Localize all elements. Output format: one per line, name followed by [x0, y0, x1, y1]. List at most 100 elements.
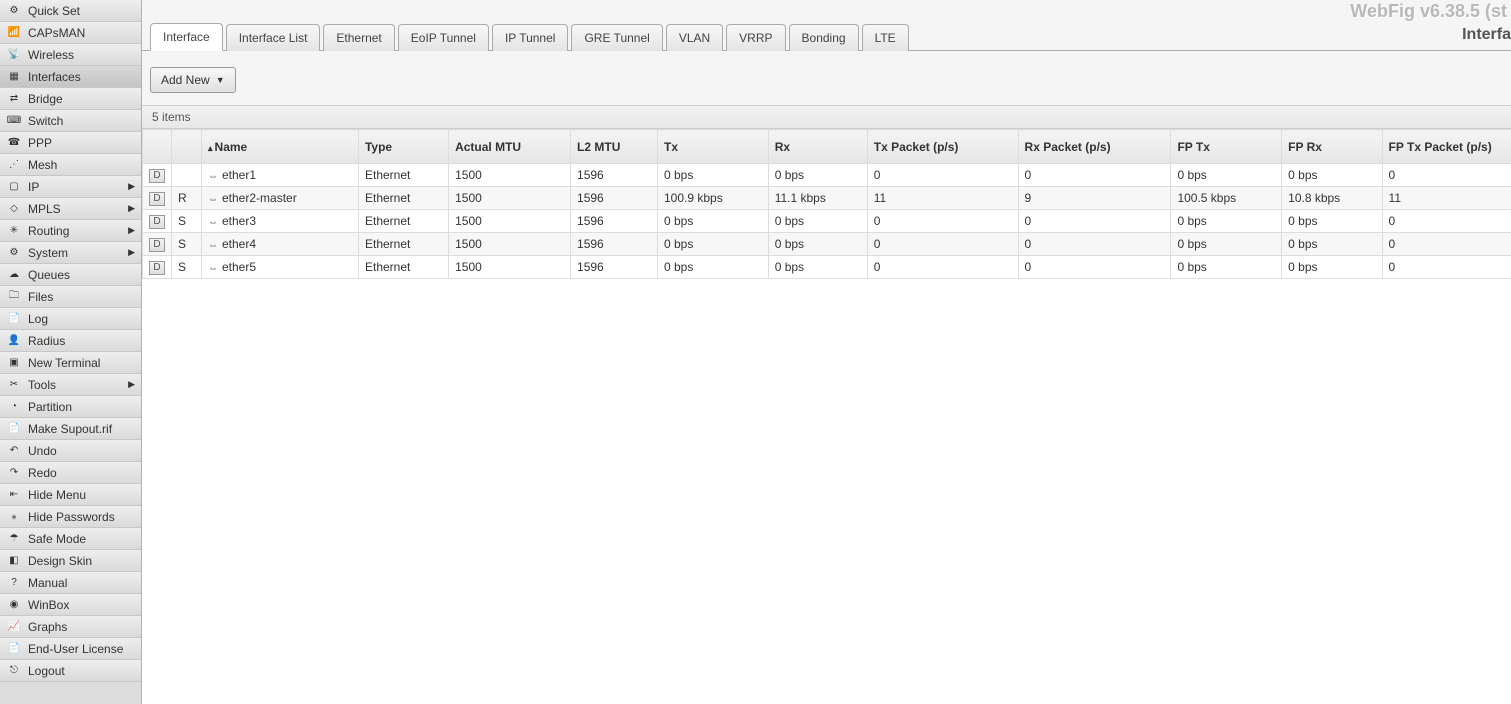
col-header[interactable]: Actual MTU	[449, 130, 571, 164]
col-header[interactable]	[143, 130, 172, 164]
sidebar-item-tools[interactable]: ✂Tools▶	[0, 374, 141, 396]
cell: 0	[1018, 164, 1171, 187]
col-header[interactable]: FP Tx Packet (p/s)	[1382, 130, 1511, 164]
col-header[interactable]: Type	[358, 130, 448, 164]
sidebar-item-logout[interactable]: ⎋Logout	[0, 660, 141, 682]
col-header[interactable]: Tx Packet (p/s)	[867, 130, 1018, 164]
sidebar-item-manual[interactable]: ?Manual	[0, 572, 141, 594]
sidebar-item-hide-passwords[interactable]: ⁎Hide Passwords	[0, 506, 141, 528]
sidebar-item-switch[interactable]: ⌨Switch	[0, 110, 141, 132]
sidebar-item-queues[interactable]: ☁Queues	[0, 264, 141, 286]
interface-icon: ⇔	[208, 240, 218, 251]
col-label: Rx	[775, 140, 790, 154]
sidebar-item-partition[interactable]: ◔Partition	[0, 396, 141, 418]
table-row[interactable]: DS⇔ether5Ethernet150015960 bps0 bps000 b…	[143, 256, 1511, 279]
tab-interface-list[interactable]: Interface List	[226, 24, 321, 51]
add-new-button[interactable]: Add New ▼	[150, 67, 236, 93]
sidebar-item-hide-menu[interactable]: ⇤ Hide Menu	[0, 484, 141, 506]
col-header[interactable]: FP Tx	[1171, 130, 1282, 164]
sidebar-item-files[interactable]: 🗀Files	[0, 286, 141, 308]
sidebar-item-interfaces[interactable]: ▦Interfaces	[0, 66, 141, 88]
menu-icon: ◇	[6, 201, 22, 217]
cell: 11	[867, 187, 1018, 210]
detail-button[interactable]: D	[149, 192, 165, 206]
sidebar-item-mesh[interactable]: ⋰Mesh	[0, 154, 141, 176]
col-label: Rx Packet (p/s)	[1025, 140, 1111, 154]
sidebar-item-end-user-license[interactable]: 📄End-User License	[0, 638, 141, 660]
sidebar-item-system[interactable]: ⚙System▶	[0, 242, 141, 264]
tab-lte[interactable]: LTE	[862, 24, 909, 51]
tab-eoip-tunnel[interactable]: EoIP Tunnel	[398, 24, 489, 51]
tab-gre-tunnel[interactable]: GRE Tunnel	[571, 24, 662, 51]
detail-button[interactable]: D	[149, 169, 165, 183]
tab-vlan[interactable]: VLAN	[666, 24, 723, 51]
col-header[interactable]: Rx	[768, 130, 867, 164]
col-header[interactable]	[172, 130, 202, 164]
sidebar-item-ppp[interactable]: ☎PPP	[0, 132, 141, 154]
menu-icon: ✂	[6, 377, 22, 393]
cell: 1596	[571, 233, 658, 256]
sidebar-item-graphs[interactable]: 📈Graphs	[0, 616, 141, 638]
sidebar-item-label: Routing	[28, 224, 128, 238]
tab-interface[interactable]: Interface	[150, 23, 223, 51]
sidebar-item-label: Hide Menu	[28, 488, 135, 502]
cell: 0 bps	[1282, 210, 1382, 233]
table-row[interactable]: DS⇔ether4Ethernet150015960 bps0 bps000 b…	[143, 233, 1511, 256]
sidebar-item-ip[interactable]: ▢IP▶	[0, 176, 141, 198]
sidebar-item-capsman[interactable]: 📶CAPsMAN	[0, 22, 141, 44]
menu-icon: ⇤	[6, 487, 22, 503]
sidebar-item-label: Bridge	[28, 92, 135, 106]
sidebar-item-make-supout-rif[interactable]: 📄Make Supout.rif	[0, 418, 141, 440]
sidebar-item-mpls[interactable]: ◇MPLS▶	[0, 198, 141, 220]
detail-button[interactable]: D	[149, 238, 165, 252]
tab-ip-tunnel[interactable]: IP Tunnel	[492, 24, 568, 51]
interface-icon: ⇔	[208, 263, 218, 274]
add-new-label: Add New	[161, 73, 210, 87]
col-header[interactable]: Rx Packet (p/s)	[1018, 130, 1171, 164]
col-header[interactable]: Tx	[658, 130, 769, 164]
sidebar-item-label: Design Skin	[28, 554, 135, 568]
table-row[interactable]: DR⇔ether2-masterEthernet15001596100.9 kb…	[143, 187, 1511, 210]
submenu-caret-icon: ▶	[128, 225, 135, 236]
detail-button[interactable]: D	[149, 261, 165, 275]
sidebar-item-bridge[interactable]: ⇄Bridge	[0, 88, 141, 110]
table-row[interactable]: DS⇔ether3Ethernet150015960 bps0 bps000 b…	[143, 210, 1511, 233]
item-count: 5 items	[142, 105, 1511, 129]
sidebar-item-redo[interactable]: ↷Redo	[0, 462, 141, 484]
sidebar-item-new-terminal[interactable]: ▣New Terminal	[0, 352, 141, 374]
cell: ⇔ether2-master	[202, 187, 359, 210]
cell: 0 bps	[1282, 233, 1382, 256]
col-header[interactable]: L2 MTU	[571, 130, 658, 164]
cell: S	[172, 233, 202, 256]
sidebar-item-log[interactable]: 📄Log	[0, 308, 141, 330]
sidebar-item-wireless[interactable]: 📡Wireless	[0, 44, 141, 66]
sidebar-item-quick-set[interactable]: ⚙Quick Set	[0, 0, 141, 22]
tab-bonding[interactable]: Bonding	[789, 24, 859, 51]
sidebar-item-label: System	[28, 246, 128, 260]
sidebar-item-undo[interactable]: ↶Undo	[0, 440, 141, 462]
caret-down-icon: ▼	[216, 75, 225, 85]
cell: ⇔ether3	[202, 210, 359, 233]
sidebar-item-design-skin[interactable]: ◧Design Skin	[0, 550, 141, 572]
tab-vrrp[interactable]: VRRP	[726, 24, 785, 51]
col-label: FP Tx	[1177, 140, 1209, 154]
tab-ethernet[interactable]: Ethernet	[323, 24, 394, 51]
detail-button[interactable]: D	[149, 215, 165, 229]
cell: S	[172, 210, 202, 233]
cell	[172, 164, 202, 187]
cell: R	[172, 187, 202, 210]
page-title: Interfa	[1462, 26, 1511, 44]
cell: ⇔ether4	[202, 233, 359, 256]
cell: Ethernet	[358, 187, 448, 210]
sidebar-item-label: Wireless	[28, 48, 135, 62]
sidebar-item-label: Hide Passwords	[28, 510, 135, 524]
table-row[interactable]: D⇔ether1Ethernet150015960 bps0 bps000 bp…	[143, 164, 1511, 187]
cell: S	[172, 256, 202, 279]
sidebar-item-radius[interactable]: 👤Radius	[0, 330, 141, 352]
cell: 0 bps	[768, 256, 867, 279]
col-header[interactable]: FP Rx	[1282, 130, 1382, 164]
sidebar-item-routing[interactable]: ✳Routing▶	[0, 220, 141, 242]
col-header[interactable]: ▴Name	[202, 130, 359, 164]
sidebar-item-winbox[interactable]: ◉WinBox	[0, 594, 141, 616]
sidebar-item-safe-mode[interactable]: ☂Safe Mode	[0, 528, 141, 550]
